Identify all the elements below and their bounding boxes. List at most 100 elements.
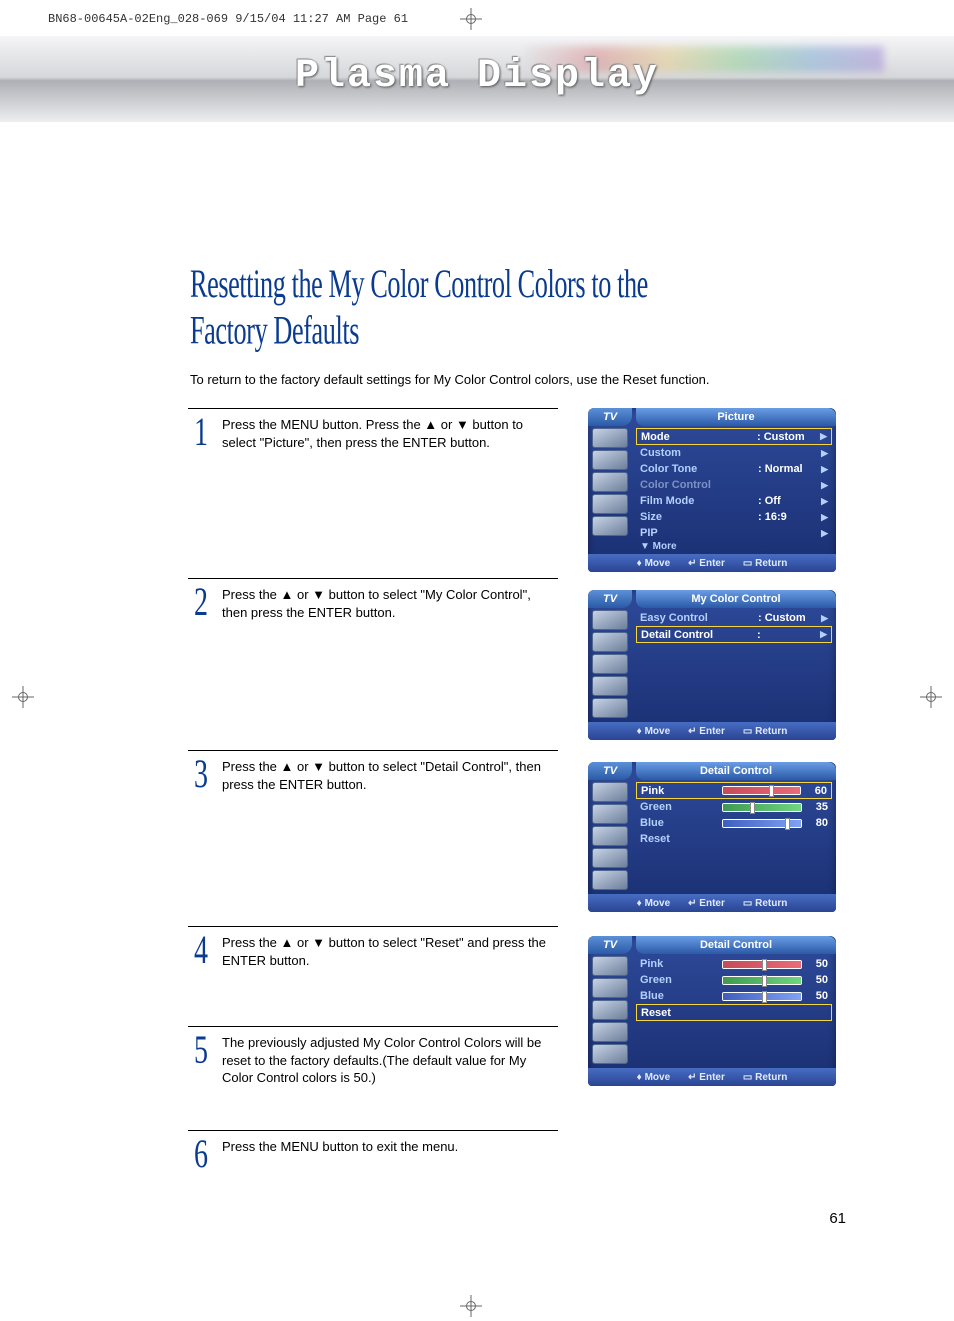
osd-title: Detail Control [636, 762, 836, 780]
osd-row-pink[interactable]: Pink50 [636, 956, 832, 972]
osd-hint-enter: ↵ Enter [688, 898, 725, 909]
osd-icon [592, 804, 628, 824]
osd-icon-column [588, 426, 632, 554]
step-number: 2 [192, 585, 210, 750]
osd-row-reset[interactable]: Reset [636, 1004, 832, 1021]
osd-tv-label: TV [588, 936, 632, 954]
osd-hint-move: ♦ Move [637, 898, 670, 909]
osd-items: Pink50Green50 Blue 50 Reset [632, 954, 836, 1068]
osd-icon-column [588, 780, 632, 894]
slider-thumb[interactable] [785, 818, 790, 830]
osd-picture: TV Picture Mode : Custom ▶ Custom [588, 408, 836, 572]
osd-row-green[interactable]: Green50 [636, 972, 832, 988]
osd-footer: ♦ Move ↵ Enter ▭ Return [588, 894, 836, 912]
step-number: 5 [192, 1033, 210, 1130]
slider-thumb[interactable] [762, 991, 767, 1003]
osd-detailcontrol-after: TV Detail Control Pink50Green50Blue50Res… [588, 936, 836, 1086]
osd-icon [592, 450, 628, 470]
osd-row-label: Blue [640, 990, 718, 1002]
registration-mark-left [12, 686, 34, 708]
step-text: Press the MENU button. Press the ▲ or ▼ … [222, 415, 558, 578]
osd-tv-label: TV [588, 408, 632, 426]
osd-row-label: Size [640, 511, 758, 523]
osd-row-label: Color Control [640, 479, 758, 491]
print-meta-header: BN68-00645A-02Eng_028-069 9/15/04 11:27 … [48, 12, 408, 26]
slider[interactable] [722, 960, 802, 969]
osd-icon [592, 632, 628, 652]
slider[interactable] [722, 976, 802, 985]
osd-row-value: : Custom [758, 612, 818, 624]
step-2: 2 Press the ▲ or ▼ button to select "My … [188, 578, 558, 750]
page-number: 61 [829, 1210, 846, 1227]
osd-row-filmmode[interactable]: Film Mode : Off ▶ [636, 493, 832, 509]
slider[interactable] [722, 992, 802, 1001]
osd-icon [592, 654, 628, 674]
osd-row-blue[interactable]: Blue 80 [636, 815, 832, 831]
osd-hint-move: ♦ Move [637, 1072, 670, 1083]
osd-row-label: Film Mode [640, 495, 758, 507]
osd-row-label: Blue [640, 817, 718, 829]
page-title: Resetting the My Color Control Colors to… [190, 261, 723, 354]
osd-icon [592, 826, 628, 846]
slider[interactable] [722, 786, 801, 795]
osd-row-green[interactable]: Green35 [636, 799, 832, 815]
osd-icon [592, 676, 628, 696]
osd-icon [592, 610, 628, 630]
banner: Plasma Display [0, 36, 954, 122]
osd-row-pink[interactable]: Pink60 [636, 782, 832, 799]
osd-row-value: : [757, 629, 817, 641]
slider[interactable] [722, 803, 802, 812]
slider-thumb[interactable] [769, 785, 774, 797]
osd-hint-return: ▭ Return [743, 1072, 787, 1083]
slider-value: 50 [806, 958, 828, 970]
slider[interactable] [722, 819, 802, 828]
slider-value: 50 [806, 990, 828, 1002]
osd-row-detailcontrol[interactable]: Detail Control : ▶ [636, 626, 832, 643]
osd-tv-label: TV [588, 762, 632, 780]
osd-icon [592, 870, 628, 890]
intro-text: To return to the factory default setting… [190, 372, 840, 387]
step-4: 4 Press the ▲ or ▼ button to select "Res… [188, 926, 558, 1026]
step-text: Press the MENU button to exit the menu. [222, 1137, 458, 1190]
osd-row-size[interactable]: Size : 16:9 ▶ [636, 509, 832, 525]
osd-row-pip[interactable]: PIP ▶ [636, 525, 832, 541]
osd-row-mode[interactable]: Mode : Custom ▶ [636, 428, 832, 445]
step-number: 3 [192, 757, 210, 926]
step-text: Press the ▲ or ▼ button to select "Detai… [222, 757, 558, 926]
osd-row-custom[interactable]: Custom ▶ [636, 445, 832, 461]
step-number: 4 [192, 933, 210, 1026]
osd-hint-move: ♦ Move [637, 726, 670, 737]
chevron-right-icon: ▶ [818, 512, 828, 523]
osd-tv-label: TV [588, 590, 632, 608]
chevron-right-icon: ▶ [818, 613, 828, 624]
osd-more[interactable]: ▼ More [636, 541, 832, 552]
chevron-right-icon: ▶ [817, 629, 827, 640]
slider-thumb[interactable] [750, 802, 755, 814]
osd-row-colortone[interactable]: Color Tone : Normal ▶ [636, 461, 832, 477]
osd-icon [592, 698, 628, 718]
osd-row-label: Custom [640, 447, 758, 459]
osd-icon [592, 1000, 628, 1020]
osd-row-blue[interactable]: Blue 50 [636, 988, 832, 1004]
osd-row-easycontrol[interactable]: Easy Control : Custom ▶ [636, 610, 832, 626]
chevron-right-icon: ▶ [818, 496, 828, 507]
step-text: Press the ▲ or ▼ button to select "My Co… [222, 585, 558, 750]
osd-hint-return: ▭ Return [743, 726, 787, 737]
osd-hint-move: ♦ Move [637, 558, 670, 569]
osd-row-reset[interactable]: Reset [636, 831, 832, 847]
osd-row-colorcontrol[interactable]: Color Control ▶ [636, 477, 832, 493]
slider-thumb[interactable] [762, 959, 767, 971]
step-number: 1 [192, 415, 210, 578]
registration-mark-right [920, 686, 942, 708]
osd-icon [592, 1044, 628, 1064]
registration-mark-bottom [460, 1295, 482, 1317]
chevron-right-icon: ▶ [818, 528, 828, 539]
slider-thumb[interactable] [762, 975, 767, 987]
osd-icon [592, 782, 628, 802]
osd-row-label: Detail Control [641, 629, 757, 641]
osd-hint-return: ▭ Return [743, 558, 787, 569]
osd-row-label: Color Tone [640, 463, 758, 475]
slider-value: 80 [806, 817, 828, 829]
osd-icon [592, 516, 628, 536]
banner-title: Plasma Display [0, 54, 954, 99]
